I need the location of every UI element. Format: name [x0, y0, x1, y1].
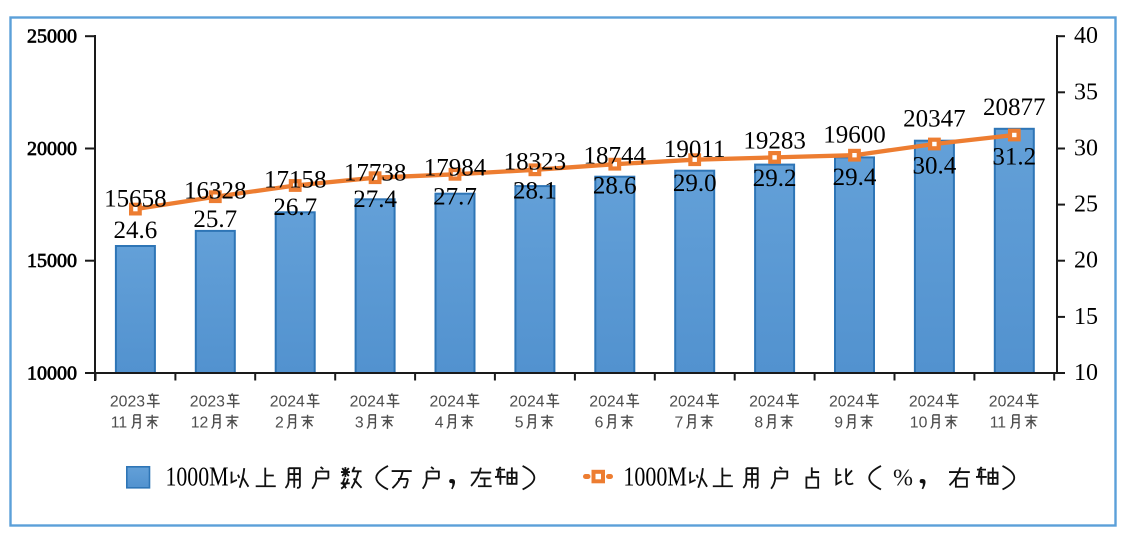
svg-text:19283: 19283	[743, 128, 806, 155]
svg-text:1000M: 1000M	[623, 462, 687, 492]
svg-text:18744: 18744	[584, 143, 647, 170]
svg-text:4: 4	[435, 415, 444, 432]
svg-text:1000M: 1000M	[166, 462, 229, 492]
svg-text:2024: 2024	[509, 394, 544, 411]
svg-text:10: 10	[1074, 360, 1098, 386]
svg-text:30: 30	[1074, 136, 1098, 162]
svg-text:19600: 19600	[823, 122, 886, 149]
svg-text:19011: 19011	[664, 136, 726, 163]
svg-text:30.4: 30.4	[913, 153, 957, 180]
svg-text:29.4: 29.4	[833, 164, 877, 191]
svg-text:2024: 2024	[829, 394, 864, 411]
svg-text:20877: 20877	[983, 94, 1046, 121]
svg-text:16328: 16328	[184, 178, 247, 205]
svg-text:15: 15	[1074, 304, 1098, 330]
svg-text:25: 25	[1074, 192, 1098, 218]
svg-text:25.7: 25.7	[193, 206, 237, 233]
svg-text:2024: 2024	[669, 394, 704, 411]
svg-text:17984: 17984	[424, 155, 487, 182]
svg-text:2024: 2024	[430, 394, 465, 411]
svg-text:%: %	[893, 466, 913, 492]
svg-text:28.1: 28.1	[513, 178, 557, 205]
svg-text:10: 10	[910, 415, 928, 432]
svg-text:20: 20	[1074, 248, 1098, 274]
svg-text:20347: 20347	[903, 106, 966, 133]
svg-text:18323: 18323	[504, 149, 567, 176]
svg-text:27.4: 27.4	[353, 186, 397, 213]
svg-text:9: 9	[834, 415, 843, 432]
svg-text:27.7: 27.7	[433, 184, 477, 211]
svg-text:2024: 2024	[909, 394, 944, 411]
svg-text:3: 3	[355, 415, 364, 432]
svg-text:31.2: 31.2	[992, 144, 1036, 171]
svg-text:2024: 2024	[589, 394, 624, 411]
svg-text:17158: 17158	[264, 167, 327, 194]
svg-text:2024: 2024	[749, 394, 784, 411]
svg-text:29.0: 29.0	[673, 170, 717, 197]
svg-text:12: 12	[191, 415, 209, 432]
svg-text:15000: 15000	[27, 250, 77, 272]
svg-text:28.6: 28.6	[593, 173, 637, 200]
svg-text:2024: 2024	[270, 394, 305, 411]
svg-text:6: 6	[595, 415, 604, 432]
svg-text:10000: 10000	[27, 362, 77, 384]
svg-text:11: 11	[111, 415, 128, 432]
svg-text:7: 7	[675, 415, 684, 432]
svg-text:17738: 17738	[344, 160, 407, 187]
svg-text:25000: 25000	[27, 26, 77, 48]
svg-text:8: 8	[754, 415, 763, 432]
svg-text:2024: 2024	[350, 394, 385, 411]
svg-text:26.7: 26.7	[273, 194, 317, 221]
svg-text:11: 11	[990, 415, 1007, 432]
svg-text:40: 40	[1074, 23, 1098, 49]
svg-text:2023: 2023	[110, 394, 145, 411]
svg-text:5: 5	[515, 415, 524, 432]
svg-text:2023: 2023	[190, 394, 225, 411]
svg-text:15658: 15658	[104, 186, 167, 213]
svg-text:29.2: 29.2	[753, 165, 797, 192]
svg-text:2024: 2024	[989, 394, 1024, 411]
svg-text:2: 2	[275, 415, 284, 432]
svg-text:20000: 20000	[27, 138, 77, 160]
svg-text:35: 35	[1074, 79, 1098, 105]
svg-text:24.6: 24.6	[114, 217, 158, 244]
